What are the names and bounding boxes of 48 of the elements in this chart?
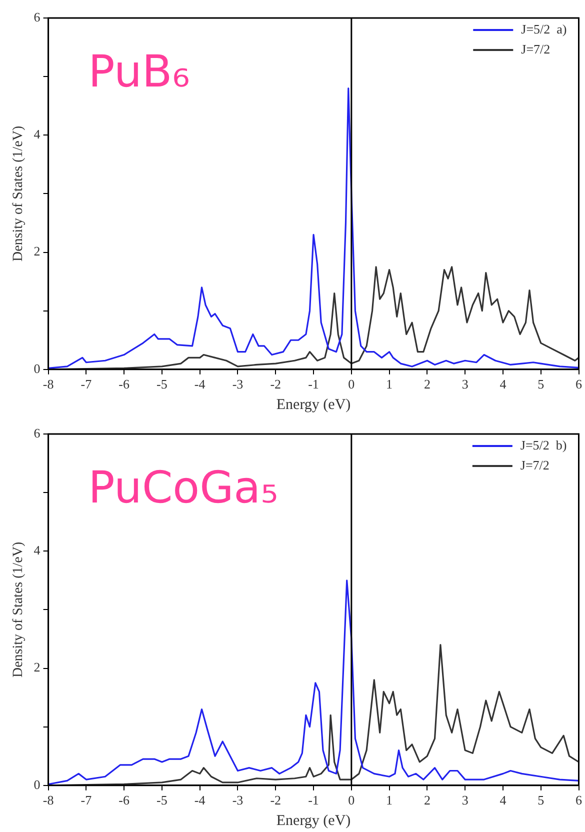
y-tick-label: 6 xyxy=(34,9,41,24)
x-tick-label: -7 xyxy=(80,792,92,808)
legend-label: J=5/2 b) xyxy=(520,437,567,452)
x-tick-label: -7 xyxy=(80,376,92,392)
y-tick-label: 4 xyxy=(34,126,41,142)
y-tick-label: 6 xyxy=(34,425,41,440)
annotation: PuB₆ xyxy=(88,46,190,98)
legend-label: J=5/2 a) xyxy=(521,21,567,36)
x-tick-label: 5 xyxy=(538,792,544,808)
x-tick-label: 5 xyxy=(538,376,544,392)
legend-label: J=7/2 xyxy=(521,41,550,56)
x-tick-label: 0 xyxy=(348,792,355,808)
x-tick-label: -4 xyxy=(194,792,206,808)
y-tick-label: 0 xyxy=(34,360,40,376)
x-tick-label: 1 xyxy=(386,376,393,392)
x-tick-label: -1 xyxy=(308,792,319,808)
x-tick-label: 6 xyxy=(576,376,582,392)
y-tick-label: 4 xyxy=(34,542,41,558)
x-tick-label: 0 xyxy=(348,376,355,392)
x-tick-label: -1 xyxy=(308,376,319,392)
x-tick-label: 4 xyxy=(500,792,507,808)
x-tick-label: -2 xyxy=(270,792,282,808)
x-tick-label: -5 xyxy=(156,376,168,392)
x-tick-label: -6 xyxy=(118,376,130,392)
x-tick-label: -4 xyxy=(194,376,206,392)
x-tick-label: -3 xyxy=(232,792,244,808)
x-tick-label: 2 xyxy=(424,792,430,808)
x-tick-label: -5 xyxy=(156,792,168,808)
x-tick-label: -8 xyxy=(42,376,54,392)
x-tick-label: -8 xyxy=(42,792,54,808)
x-tick-label: 1 xyxy=(386,792,393,808)
x-tick-label: -6 xyxy=(118,792,130,808)
x-tick-label: -2 xyxy=(270,376,282,392)
annotation: PuCoGa₅ xyxy=(88,462,278,514)
x-tick-label: 2 xyxy=(424,376,430,392)
y-axis-title: Density of States (1/eV) xyxy=(11,542,26,678)
x-tick-label: 4 xyxy=(500,376,507,392)
x-axis-title: Energy (eV) xyxy=(276,396,351,413)
y-axis-title: Density of States (1/eV) xyxy=(11,126,26,262)
x-tick-label: 6 xyxy=(576,792,582,808)
y-tick-label: 2 xyxy=(34,244,40,259)
x-tick-label: 3 xyxy=(462,376,468,392)
x-tick-label: 3 xyxy=(462,792,468,808)
y-tick-label: 2 xyxy=(34,660,40,675)
y-tick-label: 0 xyxy=(34,776,40,792)
x-axis-title: Energy (eV) xyxy=(276,812,351,829)
x-tick-label: -3 xyxy=(232,376,244,392)
legend-label: J=7/2 xyxy=(520,457,550,472)
